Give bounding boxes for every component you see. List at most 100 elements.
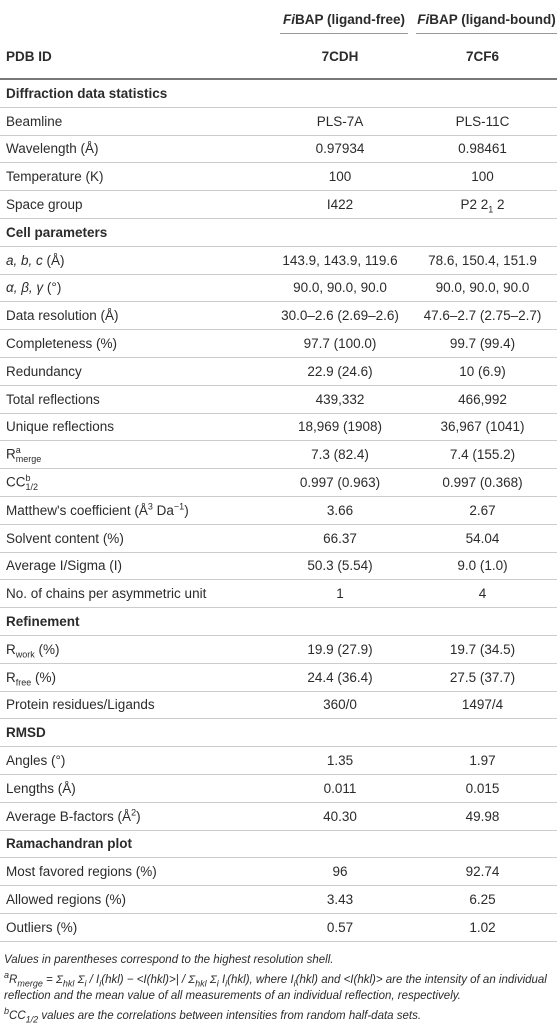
- text: Total reflections: [6, 391, 100, 407]
- text: 6.25: [469, 892, 496, 907]
- data-row: Lengths (Å) 0.011 0.015: [0, 774, 557, 803]
- data-row: a, b, c (Å) 143.9, 143.9, 119.6 78.6, 150.…: [0, 246, 557, 275]
- text-segment: 1: [488, 204, 494, 215]
- cell: 24.4 (36.4): [272, 663, 408, 692]
- section-row: Cell parameters: [0, 218, 557, 247]
- data-row: Matthew's coefficient (Å3 Da−1) 3.66 2.67: [0, 496, 557, 525]
- text: 0.98461: [458, 141, 507, 157]
- cell: 36,967 (1041): [408, 413, 557, 442]
- pdb-id: 7CDH: [272, 34, 408, 80]
- text-segment: Matthew's coefficient (Å: [6, 502, 148, 518]
- cell: P2 21 2: [408, 190, 557, 219]
- text-segment: i: [216, 978, 219, 988]
- data-row: Solvent content (%) 66.37 54.04: [0, 524, 557, 553]
- text: 439,332: [315, 391, 365, 407]
- text: 1.35: [326, 753, 354, 769]
- text: 2.67: [469, 502, 496, 518]
- data-row: Ra merge 7.3 (82.4) 7.4 (155.2): [0, 440, 557, 470]
- text: PLS-7A: [316, 113, 364, 129]
- text-segment: 2: [131, 807, 137, 818]
- cell: 0.015: [408, 774, 557, 803]
- row-label: Data resolution (Å): [0, 301, 272, 331]
- text-segment: a: [4, 969, 10, 980]
- text-segment: R: [6, 669, 16, 685]
- text: 30.0–2.6 (2.69–2.6): [281, 308, 399, 324]
- data-row: Allowed regions (%) 3.43 6.25: [0, 885, 557, 914]
- text-segment: R: [6, 446, 16, 462]
- data-row: Average I/Sigma (I) 50.3 (5.54) 9.0 (1.0): [0, 552, 557, 581]
- text: 78.6, 150.4, 151.9: [428, 252, 537, 268]
- cell: PLS-7A: [272, 107, 408, 136]
- cell: 30.0–2.6 (2.69–2.6): [272, 301, 408, 331]
- data-row: Outliers (%) 0.57 1.02: [0, 913, 557, 942]
- section-row: Diffraction data statistics: [0, 79, 557, 108]
- cell: 47.6–2.7 (2.75–2.7): [408, 301, 557, 331]
- text-segment: Σ: [206, 973, 217, 986]
- text-segment: hkl: [195, 978, 207, 988]
- data-row: Average B-factors (Å2) 40.30 49.98: [0, 802, 557, 831]
- text: 3.66: [326, 502, 354, 518]
- cell: 2.67: [408, 496, 557, 525]
- cell: 1.35: [272, 746, 408, 775]
- text-segment: P2 2: [460, 197, 489, 213]
- row-label: Total reflections: [0, 385, 272, 414]
- text: Average I/Sigma (I): [6, 558, 123, 574]
- text-segment: Da: [152, 502, 174, 518]
- text-segment: CC: [9, 1009, 26, 1022]
- cell: 360/0: [272, 691, 408, 720]
- text-segment: −1: [173, 501, 185, 512]
- footnotes: Values in parentheses correspond to the …: [0, 942, 557, 1024]
- section-title: Diffraction data statistics: [0, 79, 557, 108]
- text: 100: [328, 169, 352, 185]
- text-segment: (%): [34, 641, 60, 657]
- text: Redundancy: [6, 363, 82, 379]
- data-row: Unique reflections 18,969 (1908) 36,967 (1…: [0, 413, 557, 442]
- text-segment: (°): [43, 280, 62, 296]
- data-row: Space group I422 P2 21 2: [0, 190, 557, 219]
- text: Most favored regions (%): [6, 864, 157, 880]
- row-label: Rfree (%): [0, 663, 272, 692]
- cell: 100: [408, 162, 557, 192]
- footnote: bCC1/2 values are the correlations betwe…: [4, 1006, 553, 1024]
- cell: 10 (6.9): [408, 357, 557, 386]
- data-row: Rwork (%) 19.9 (27.9) 19.7 (34.5): [0, 635, 557, 664]
- text: 18,969 (1908): [297, 419, 383, 435]
- text: 0.997 (0.963): [299, 475, 381, 491]
- pdb-id: 7CF6: [408, 34, 557, 80]
- cell: 1: [272, 579, 408, 609]
- data-table: FiBAP (ligand-free) FiBAP (ligand-bound)…: [0, 0, 557, 942]
- text: 1: [336, 586, 344, 602]
- text: 7.4 (155.2): [449, 447, 516, 463]
- text: 22.9 (24.6): [307, 363, 373, 379]
- text-segment: R: [9, 973, 18, 986]
- text-segment: values are the correlations between inte…: [38, 1009, 422, 1022]
- text: 10 (6.9): [459, 363, 506, 379]
- text: 0.97934: [315, 141, 365, 157]
- row-label: Allowed regions (%): [0, 885, 272, 914]
- text: 40.30: [323, 808, 357, 824]
- row-label: Completeness (%): [0, 329, 272, 358]
- cell: 0.011: [272, 774, 408, 803]
- section-row: RMSD: [0, 718, 557, 748]
- text-segment: 1/2: [25, 1014, 39, 1024]
- cell: 19.9 (27.9): [272, 635, 408, 664]
- text: 49.98: [465, 808, 500, 824]
- text: Values in parentheses correspond to the …: [4, 953, 334, 966]
- data-row: Total reflections 439,332 466,992: [0, 385, 557, 414]
- text-segment: (Å): [42, 252, 65, 268]
- pdb-label: PDB ID: [0, 34, 272, 80]
- text: Lengths (Å): [6, 780, 76, 796]
- text: 19.9 (27.9): [307, 641, 373, 657]
- data-row: Rfree (%) 24.4 (36.4) 27.5 (37.7): [0, 663, 557, 692]
- text: Protein residues/Ligands: [6, 697, 155, 713]
- text: Wavelength (Å): [6, 141, 99, 157]
- superscript: b: [25, 472, 31, 483]
- text-segment: Average B-factors (Å: [6, 808, 132, 824]
- text-segment: 3: [147, 501, 153, 512]
- row-label: a, b, c (Å): [0, 246, 272, 275]
- section-title: Ramachandran plot: [0, 830, 557, 859]
- data-row: Wavelength (Å) 0.97934 0.98461: [0, 135, 557, 164]
- header-cell: FiBAP (ligand-free): [272, 0, 408, 34]
- cell: 0.57: [272, 913, 408, 942]
